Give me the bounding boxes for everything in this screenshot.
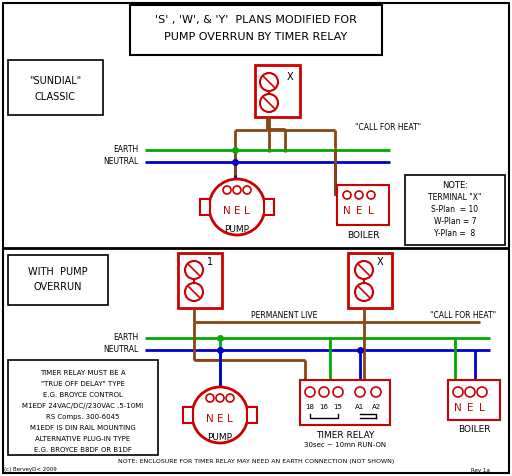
Text: E.G. BROYCE CONTROL: E.G. BROYCE CONTROL	[43, 392, 123, 398]
Circle shape	[355, 283, 373, 301]
Text: N: N	[343, 206, 351, 216]
Text: E.G. BROYCE B8DF OR B1DF: E.G. BROYCE B8DF OR B1DF	[34, 447, 132, 453]
Circle shape	[223, 186, 231, 194]
Circle shape	[371, 387, 381, 397]
Text: 1: 1	[207, 257, 213, 267]
Bar	[8, 255, 108, 305]
Text: L: L	[227, 414, 233, 424]
Text: ALTERNATIVE PLUG-IN TYPE: ALTERNATIVE PLUG-IN TYPE	[35, 436, 131, 442]
Text: PUMP OVERRUN BY TIMER RELAY: PUMP OVERRUN BY TIMER RELAY	[164, 32, 348, 42]
Text: E: E	[217, 414, 223, 424]
Bar	[300, 380, 390, 425]
Circle shape	[319, 387, 329, 397]
Bar	[130, 5, 382, 55]
Text: "CALL FOR HEAT": "CALL FOR HEAT"	[430, 311, 496, 320]
Text: E: E	[234, 206, 240, 216]
Bar	[8, 60, 103, 115]
Circle shape	[243, 186, 251, 194]
Text: BOILER: BOILER	[347, 230, 379, 239]
Text: EARTH: EARTH	[113, 146, 138, 155]
Circle shape	[477, 387, 487, 397]
Circle shape	[192, 387, 248, 443]
Text: A1: A1	[355, 404, 365, 410]
Text: L: L	[244, 206, 250, 216]
Text: NOTE:: NOTE:	[442, 181, 468, 190]
Circle shape	[333, 387, 343, 397]
Circle shape	[453, 387, 463, 397]
Text: X: X	[287, 72, 293, 82]
Bar	[183, 407, 193, 423]
Circle shape	[343, 191, 351, 199]
Text: "TRUE OFF DELAY" TYPE: "TRUE OFF DELAY" TYPE	[41, 381, 125, 387]
Text: S-Plan  = 10: S-Plan = 10	[432, 206, 479, 215]
Text: TERMINAL "X": TERMINAL "X"	[428, 194, 482, 202]
Text: 15: 15	[333, 404, 343, 410]
Bar	[337, 185, 389, 225]
Bar	[200, 199, 210, 215]
Text: BOILER: BOILER	[458, 426, 490, 435]
Circle shape	[305, 387, 315, 397]
Circle shape	[367, 191, 375, 199]
Text: A2: A2	[371, 404, 380, 410]
Text: "SUNDIAL": "SUNDIAL"	[29, 76, 81, 86]
Bar	[178, 253, 222, 308]
Bar	[247, 407, 257, 423]
Text: Rev 1a: Rev 1a	[471, 467, 489, 473]
Text: 30sec ~ 10mn RUN-ON: 30sec ~ 10mn RUN-ON	[304, 442, 386, 448]
Circle shape	[185, 283, 203, 301]
Text: L: L	[479, 403, 485, 413]
Text: L: L	[368, 206, 374, 216]
Text: Y-Plan =  8: Y-Plan = 8	[434, 229, 476, 238]
Circle shape	[355, 261, 373, 279]
Circle shape	[465, 387, 475, 397]
Text: E: E	[467, 403, 473, 413]
Text: PERMANENT LIVE: PERMANENT LIVE	[251, 311, 317, 320]
Text: 'S' , 'W', & 'Y'  PLANS MODIFIED FOR: 'S' , 'W', & 'Y' PLANS MODIFIED FOR	[155, 15, 357, 25]
Circle shape	[216, 394, 224, 402]
Circle shape	[233, 186, 241, 194]
Circle shape	[355, 191, 363, 199]
Circle shape	[260, 94, 278, 112]
Bar	[255, 65, 300, 117]
Text: OVERRUN: OVERRUN	[34, 282, 82, 292]
Bar	[8, 360, 158, 455]
Text: NEUTRAL: NEUTRAL	[103, 158, 138, 167]
Text: TIMER RELAY MUST BE A: TIMER RELAY MUST BE A	[40, 370, 126, 376]
Bar	[264, 199, 274, 215]
Circle shape	[260, 73, 278, 91]
Circle shape	[355, 387, 365, 397]
Text: M1EDF 24VAC/DC//230VAC .5-10MI: M1EDF 24VAC/DC//230VAC .5-10MI	[23, 403, 144, 409]
Bar	[348, 253, 392, 308]
Text: RS Comps. 300-6045: RS Comps. 300-6045	[46, 414, 120, 420]
Text: W-Plan = 7: W-Plan = 7	[434, 218, 476, 227]
Text: X: X	[377, 257, 383, 267]
Text: N: N	[223, 206, 231, 216]
Text: PUMP: PUMP	[207, 433, 232, 442]
Text: CLASSIC: CLASSIC	[34, 92, 75, 102]
Circle shape	[185, 261, 203, 279]
Text: N: N	[454, 403, 462, 413]
Circle shape	[206, 394, 214, 402]
Text: M1EDF IS DIN RAIL MOUNTING: M1EDF IS DIN RAIL MOUNTING	[30, 425, 136, 431]
Bar	[448, 380, 500, 420]
Text: PUMP: PUMP	[224, 225, 249, 234]
Text: TIMER RELAY: TIMER RELAY	[316, 430, 374, 439]
Circle shape	[226, 394, 234, 402]
Text: (c) BerveyD< 2009: (c) BerveyD< 2009	[4, 467, 56, 473]
Text: WITH  PUMP: WITH PUMP	[28, 267, 88, 277]
Text: NEUTRAL: NEUTRAL	[103, 346, 138, 355]
Text: NOTE: ENCLOSURE FOR TIMER RELAY MAY NEED AN EARTH CONNECTION (NOT SHOWN): NOTE: ENCLOSURE FOR TIMER RELAY MAY NEED…	[118, 459, 394, 465]
Circle shape	[209, 179, 265, 235]
Text: 18: 18	[306, 404, 314, 410]
Text: E: E	[356, 206, 362, 216]
Text: "CALL FOR HEAT": "CALL FOR HEAT"	[355, 122, 421, 131]
Text: N: N	[206, 414, 214, 424]
Bar	[405, 175, 505, 245]
Text: 16: 16	[319, 404, 329, 410]
Text: EARTH: EARTH	[113, 334, 138, 343]
